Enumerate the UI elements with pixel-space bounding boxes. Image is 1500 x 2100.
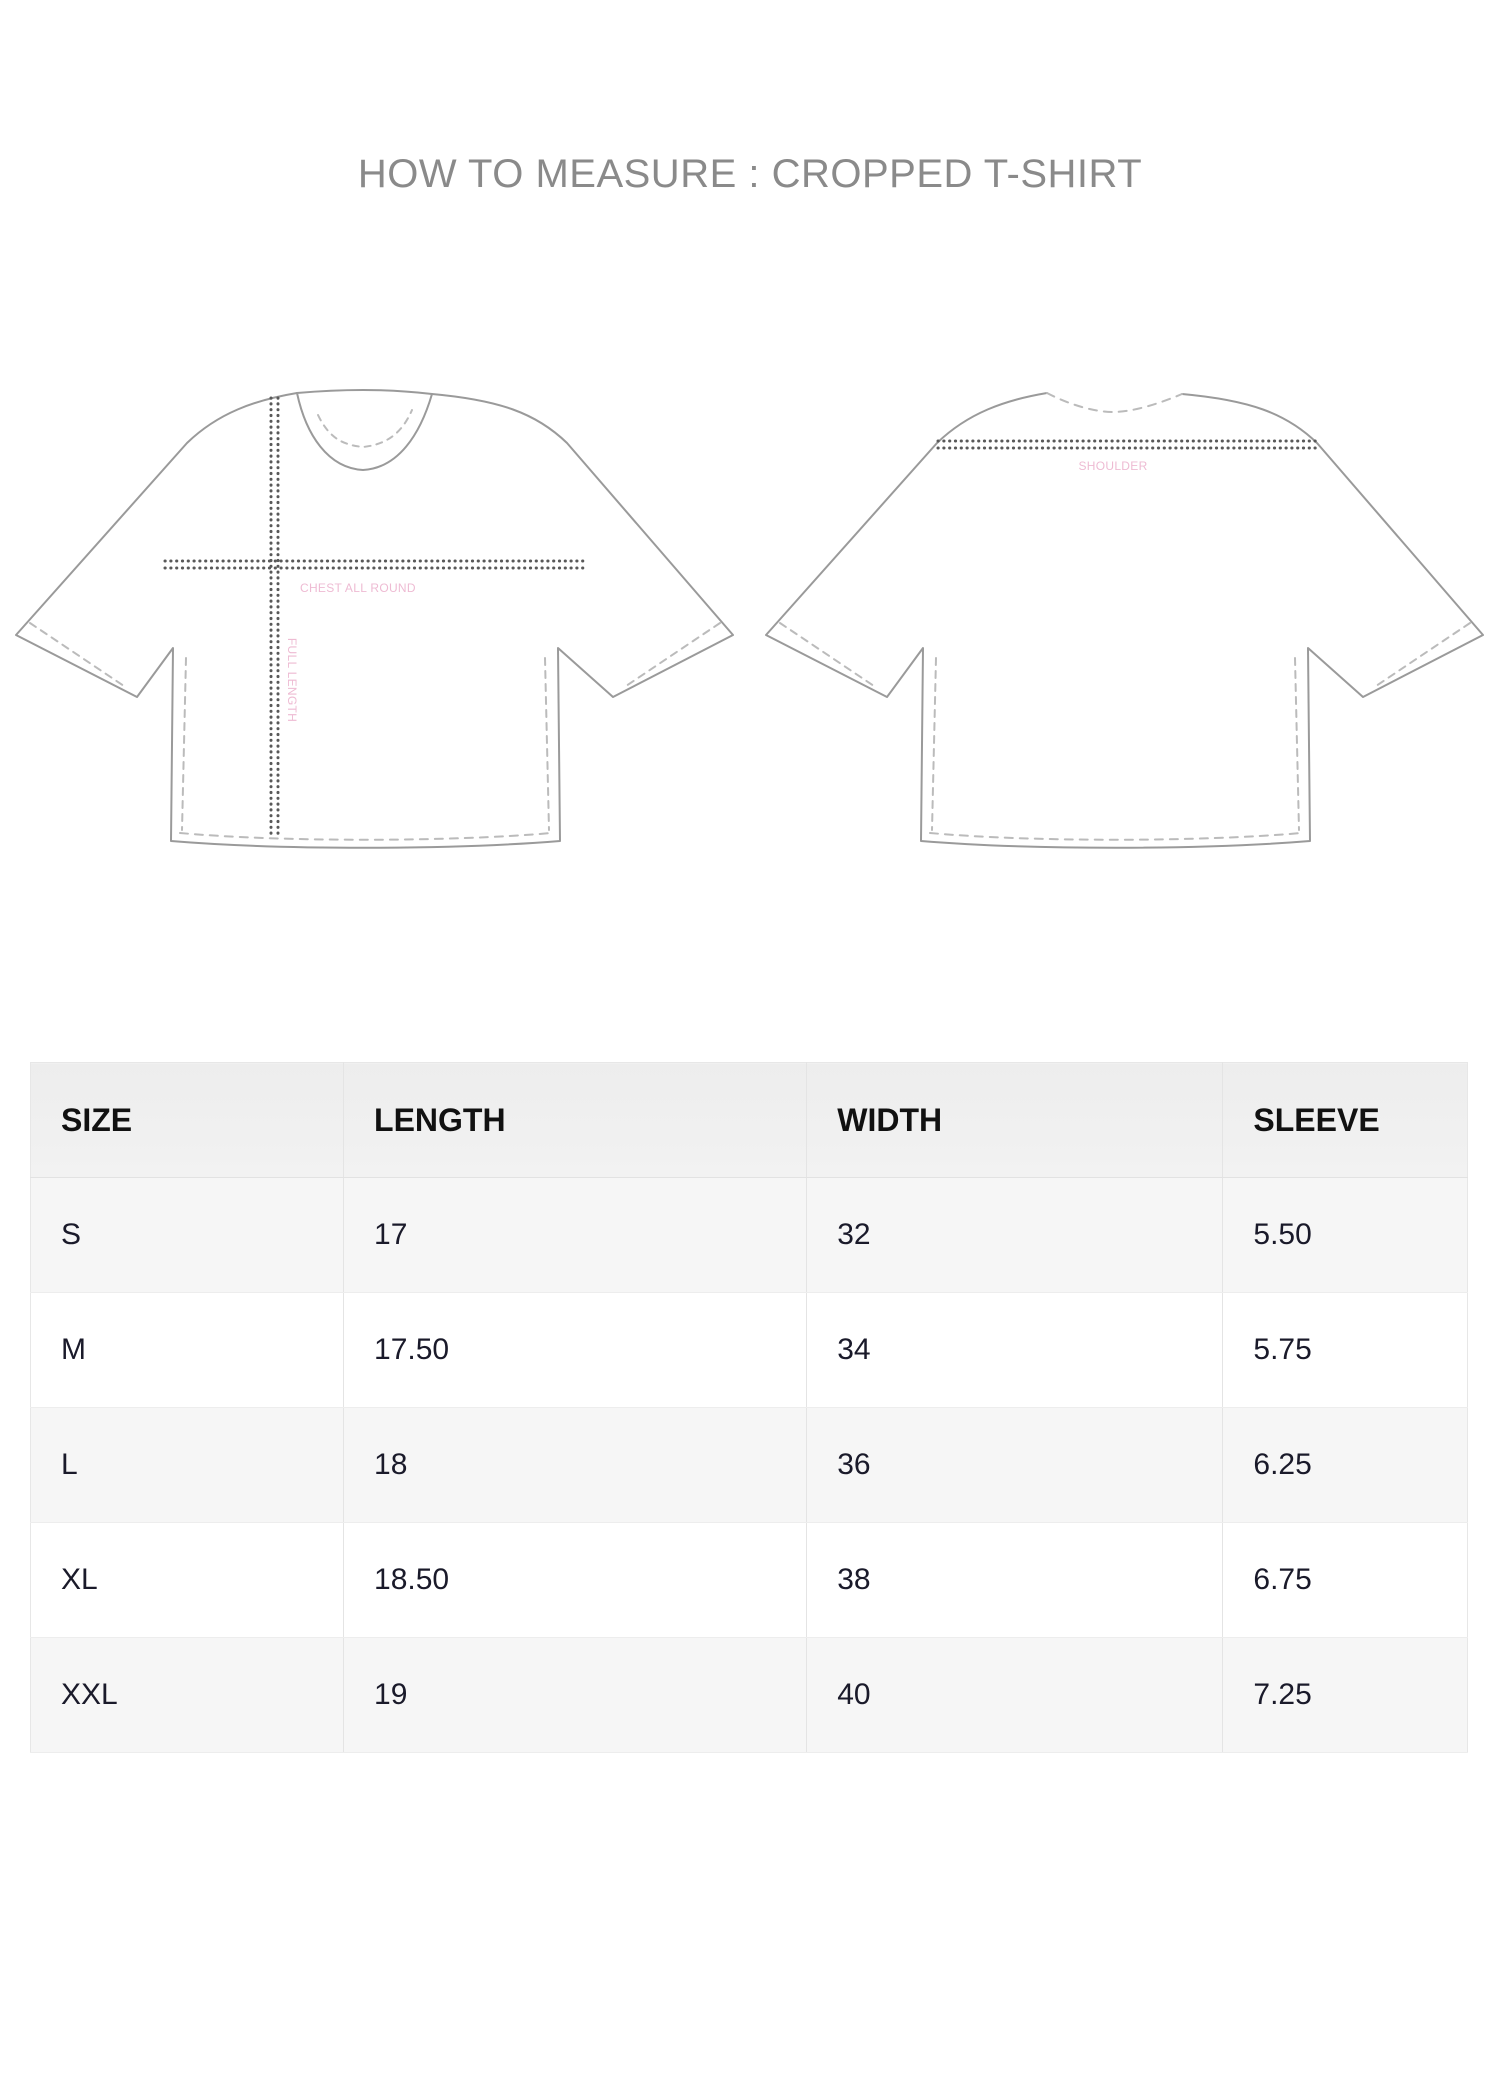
svg-text:SHOULDER: SHOULDER [1078,459,1147,473]
svg-text:FULL LENGTH: FULL LENGTH [285,638,299,722]
svg-text:CHEST ALL ROUND: CHEST ALL ROUND [300,581,416,595]
